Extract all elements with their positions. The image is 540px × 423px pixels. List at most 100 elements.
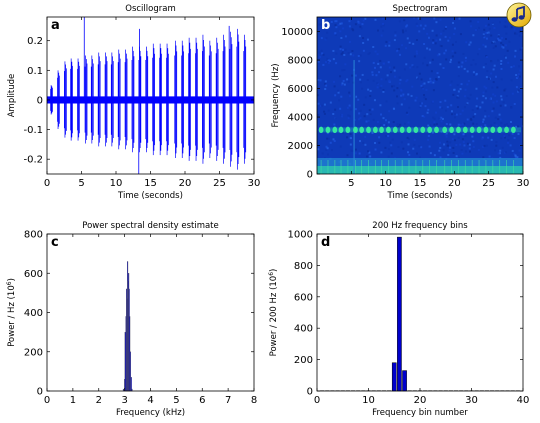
noise-speckle [334, 20, 337, 23]
panel-a-title: Oscillogram [125, 4, 175, 14]
noise-speckle [456, 96, 459, 99]
band-mark [392, 126, 398, 134]
noise-speckle [471, 109, 474, 112]
noise-speckle [403, 19, 406, 22]
noise-speckle [496, 59, 499, 62]
noise-speckle [344, 48, 347, 51]
noise-speckle [501, 146, 504, 149]
panel-d-ylabel: Power / 200 Hz (106) [268, 269, 279, 357]
noise-speckle [372, 79, 375, 82]
noise-speckle [395, 48, 398, 51]
noise-speckle [326, 57, 329, 60]
noise-speckle [487, 23, 490, 26]
y-tick-label: -0.2 [23, 155, 43, 166]
noise-speckle [492, 107, 495, 110]
noise-speckle [439, 141, 442, 144]
noise-speckle [343, 54, 346, 57]
noise-speckle [321, 152, 324, 155]
y-tick-label: 0 [307, 387, 313, 398]
noise-speckle [504, 56, 507, 59]
noise-speckle [477, 148, 480, 151]
noise-speckle [366, 155, 369, 158]
noise-speckle [420, 146, 423, 149]
noise-speckle [482, 33, 485, 36]
noise-speckle [497, 152, 500, 155]
noise-speckle [442, 29, 445, 32]
noise-speckle [420, 102, 423, 105]
noise-speckle [355, 95, 358, 98]
noise-speckle [494, 149, 497, 152]
noise-speckle [359, 25, 362, 28]
y-tick-label: 1000 [288, 230, 313, 241]
noise-speckle [426, 64, 429, 67]
noise-speckle [411, 85, 414, 88]
noise-speckle [421, 115, 424, 118]
noise-speckle [359, 109, 362, 112]
noise-speckle [423, 56, 426, 59]
band-mark [345, 126, 351, 134]
noise-speckle [326, 60, 329, 63]
noise-speckle [369, 113, 372, 116]
noise-speckle [475, 105, 478, 108]
noise-speckle [333, 80, 336, 83]
noise-speckle [459, 33, 462, 36]
noise-speckle [493, 26, 496, 29]
noise-speckle [423, 93, 426, 96]
noise-speckle [500, 137, 503, 140]
noise-speckle [369, 94, 372, 97]
noise-speckle [448, 146, 451, 149]
noise-speckle [440, 116, 443, 119]
noise-speckle [499, 156, 502, 159]
noise-speckle [432, 81, 435, 84]
noise-speckle [405, 111, 408, 114]
noise-speckle [344, 35, 347, 38]
noise-speckle [499, 118, 502, 121]
noise-speckle [361, 23, 364, 26]
noise-speckle [488, 77, 491, 80]
band-mark [427, 126, 433, 134]
noise-speckle [424, 24, 427, 27]
noise-speckle [429, 77, 432, 80]
noise-speckle [354, 23, 357, 26]
noise-speckle [431, 131, 434, 134]
noise-speckle [364, 96, 367, 99]
noise-speckle [436, 72, 439, 75]
noise-speckle [451, 138, 454, 141]
noise-speckle [416, 66, 419, 69]
noise-speckle [339, 75, 342, 78]
noise-speckle [384, 135, 387, 138]
noise-speckle [495, 39, 498, 42]
noise-speckle [500, 62, 503, 65]
panel-d-plot-area [317, 234, 523, 391]
noise-speckle [413, 138, 416, 141]
noise-speckle [340, 95, 343, 98]
panel-b-label: b [321, 18, 330, 33]
noise-speckle [509, 120, 512, 123]
noise-speckle [388, 80, 391, 83]
noise-speckle [400, 103, 403, 106]
noise-speckle [463, 122, 466, 125]
music-note-icon[interactable] [506, 2, 532, 28]
noise-speckle [412, 147, 415, 150]
x-tick-label: 20 [448, 178, 461, 189]
noise-speckle [330, 20, 333, 23]
noise-speckle [516, 156, 519, 159]
noise-speckle [429, 61, 432, 64]
noise-speckle [470, 63, 473, 66]
panel-a-label: a [51, 18, 60, 33]
noise-speckle [510, 26, 513, 29]
noise-speckle [378, 141, 381, 144]
noise-speckle [492, 81, 495, 84]
noise-speckle [332, 138, 335, 141]
noise-speckle [496, 86, 499, 89]
noise-speckle [465, 41, 468, 44]
noise-speckle [488, 155, 491, 158]
noise-speckle [442, 149, 445, 152]
noise-speckle [400, 94, 403, 97]
noise-speckle [475, 123, 478, 126]
noise-speckle [454, 40, 457, 43]
y-tick-label: 800 [294, 261, 313, 272]
noise-speckle [406, 113, 409, 116]
noise-speckle [519, 69, 522, 72]
band-mark [462, 126, 468, 134]
